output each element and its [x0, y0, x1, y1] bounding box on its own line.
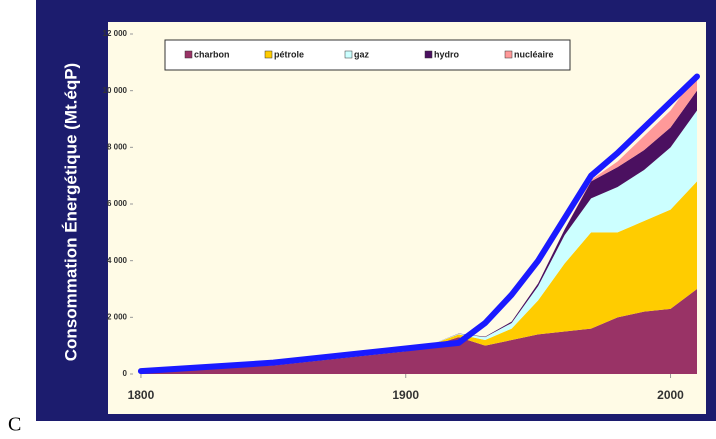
y-axis-label: Consommation Énergétique (Mt.éqP)	[61, 63, 80, 361]
y-tick-label: 10 000	[103, 86, 128, 95]
y-tick-label: 4 000	[107, 256, 128, 265]
legend-swatch	[344, 50, 353, 59]
caption: C	[8, 414, 21, 434]
x-tick-label: 1900	[392, 388, 419, 402]
x-tick-label: 2000	[657, 388, 684, 402]
y-tick-label: 2 000	[107, 312, 128, 321]
legend-label: pétrole	[274, 49, 304, 59]
area	[140, 289, 697, 374]
legend: charbon pétrole gaz hydro nucléaire	[164, 39, 571, 71]
y-tick-label: 0	[123, 369, 128, 378]
legend-swatch	[504, 50, 513, 59]
legend-box	[164, 39, 571, 71]
legend-swatch	[264, 50, 273, 59]
y-tick-label: 8 000	[107, 142, 128, 151]
ticks: 0 2 000 4 000 6 000 8 000 10 000 12 000 1800 190…	[103, 29, 685, 402]
legend-label: hydro	[434, 49, 460, 59]
total-line	[137, 73, 700, 375]
y-tick-label: 6 000	[107, 199, 128, 208]
legend-swatch	[184, 50, 193, 59]
legend-label: gaz	[354, 49, 370, 59]
area	[140, 181, 697, 372]
legend-swatch	[424, 50, 433, 59]
areas	[137, 73, 700, 375]
y-tick-label: 12 000	[103, 29, 128, 38]
legend-label: charbon	[194, 49, 230, 59]
legend-label: nucléaire	[514, 49, 554, 59]
x-tick-label: 1800	[128, 388, 155, 402]
